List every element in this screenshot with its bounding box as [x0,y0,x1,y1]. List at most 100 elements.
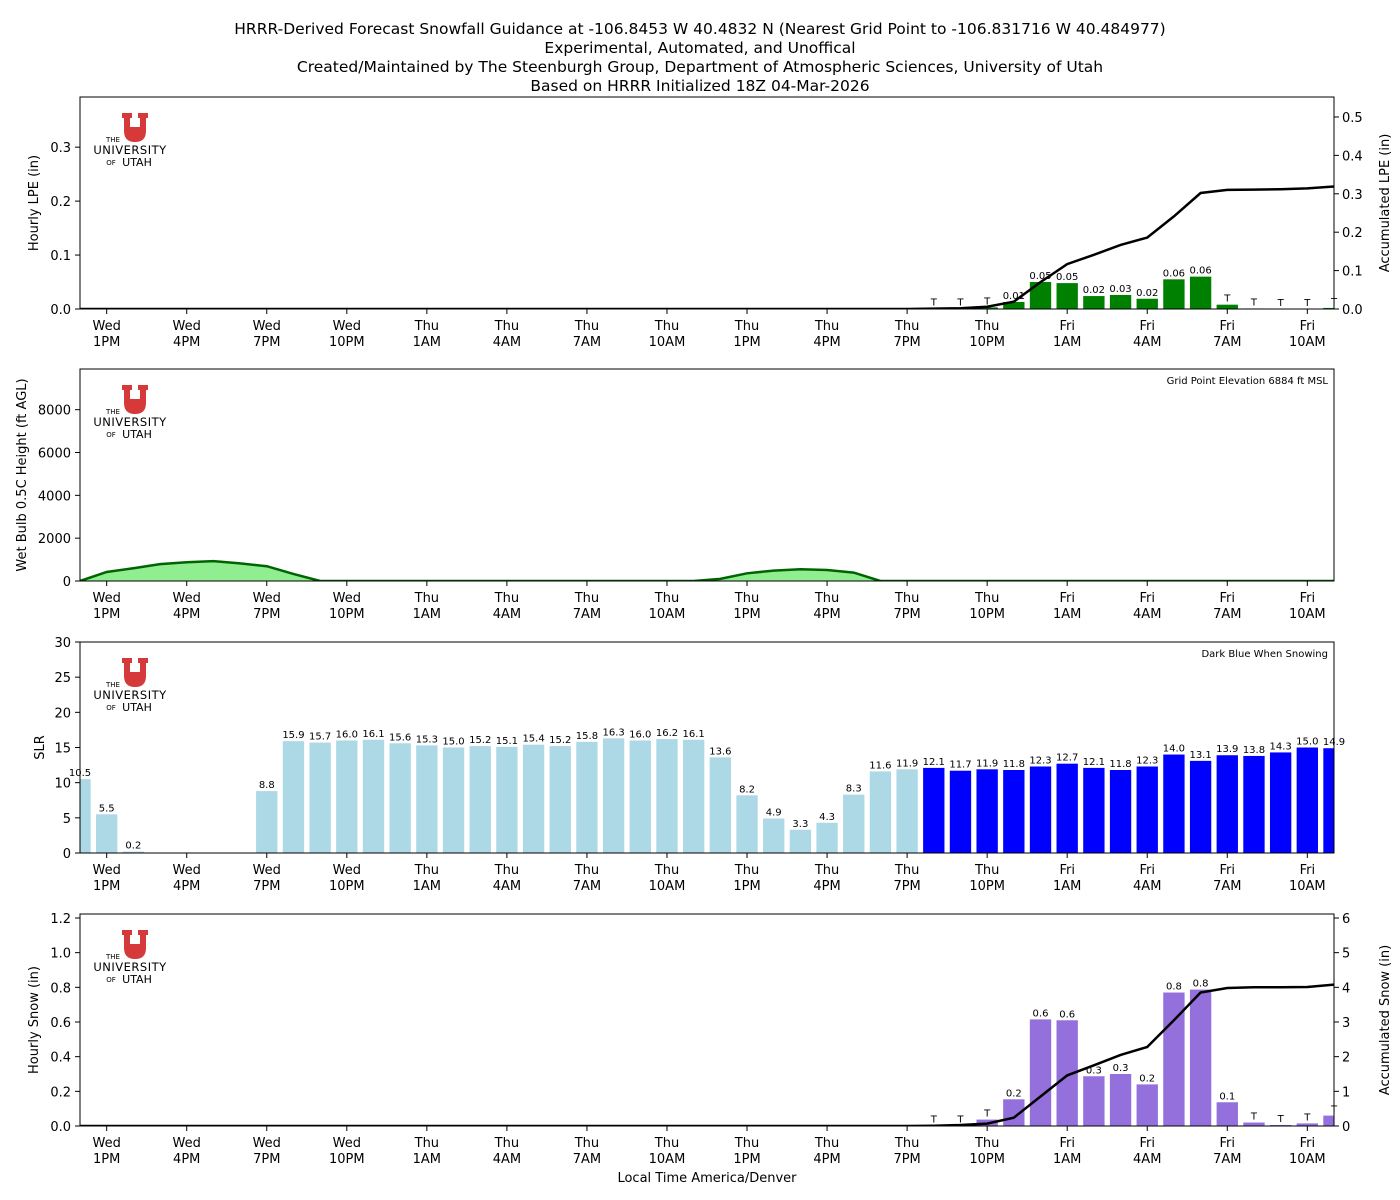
bar-label: 0.2 [1006,1088,1022,1099]
x-tick-label-time: 10PM [329,1152,365,1167]
bar-label: T [1250,1112,1258,1123]
title-line: Based on HRRR Initialized 18Z 04-Mar-202… [530,77,870,95]
x-tick-label-day: Fri [1220,591,1236,606]
bar-label: 0.05 [1029,271,1051,282]
x-tick-label-time: 4PM [173,335,200,350]
x-tick-label-day: Wed [333,319,361,334]
x-tick-label-day: Thu [974,1136,999,1151]
bar [976,307,998,309]
y-tick-label: 0.8 [50,981,71,996]
bar [1109,770,1132,853]
bar-label: T [956,297,964,308]
logo-u-mark [122,930,148,959]
bar [1029,282,1052,309]
x-tick-label-day: Thu [574,319,599,334]
x-tick-label-time: 10AM [649,335,686,350]
bar [1243,1122,1265,1126]
logo-text-university: UNIVERSITY [93,688,167,702]
bar-label: 0.06 [1189,266,1211,277]
bar-label: T [983,296,991,307]
logo-text-the: THE [105,408,120,416]
x-tick-label-time: 4AM [493,607,521,622]
x-tick-label-time: 4PM [813,607,840,622]
bar [789,829,812,853]
bar-label: 15.3 [416,734,438,745]
x-tick-label-time: 10PM [969,1152,1005,1167]
logo-text-utah: UTAH [122,701,152,714]
bar [1243,755,1265,853]
bar [923,767,945,853]
x-tick-label-time: 1AM [1053,1152,1081,1167]
x-tick-label-time: 7AM [573,335,601,350]
logo-text-the: THE [105,953,120,961]
bar [1003,301,1025,309]
x-tick-label-time: 1PM [93,879,120,894]
x-tick-label-time: 10AM [649,879,686,894]
x-tick-label-day: Fri [1139,863,1155,878]
x-tick-label-time: 1AM [1053,879,1081,894]
y-tick-label: 0 [63,847,71,862]
x-tick-label-day: Thu [894,319,919,334]
x-tick-label-time: 7AM [1213,335,1241,350]
bar-label: 15.7 [309,732,331,743]
bar-label: 13.8 [1243,745,1265,756]
x-tick-label-time: 1AM [413,1152,441,1167]
x-tick-label-time: 4PM [173,879,200,894]
plot-area [80,983,1334,1126]
bar [1323,748,1334,853]
bar [416,745,438,853]
bar [80,779,91,853]
right-y-tick-label: 0.4 [1342,149,1363,164]
x-tick-label-day: Fri [1220,1136,1236,1151]
bar-label: 15.6 [389,732,411,743]
bar [1109,1073,1132,1126]
x-tick-label-day: Thu [734,591,759,606]
bar [656,739,678,853]
bar [496,746,518,853]
x-tick-label-day: Fri [1059,319,1075,334]
bar-label: 0.3 [1113,1063,1129,1074]
right-y-tick-label: 0.1 [1342,265,1363,280]
bar-label: T [1277,298,1285,309]
x-tick-label-day: Thu [814,863,839,878]
x-tick-label-day: Wed [93,1136,121,1151]
bar-label: 0.6 [1033,1008,1049,1019]
x-tick-label-time: 4AM [493,335,521,350]
right-y-tick-label: 0 [1342,1120,1350,1135]
bar-label: T [956,1114,964,1125]
wetbulb-area [80,561,1334,581]
x-tick-label-day: Fri [1300,863,1316,878]
x-tick-label-day: Fri [1300,319,1316,334]
y-tick-label: 5 [63,812,71,827]
logo-text-utah: UTAH [122,973,152,986]
bar [763,818,785,853]
plot-area [80,559,1334,581]
bar-label: 12.1 [1083,757,1105,768]
bar-label: T [930,297,938,308]
bar-label: 11.8 [1109,759,1131,770]
x-tick-label-day: Fri [1139,1136,1155,1151]
x-tick-label-day: Thu [414,319,439,334]
bar [709,757,732,853]
bar [602,738,625,853]
bar-label: 15.2 [549,735,571,746]
x-tick-label-time: 4AM [1133,607,1161,622]
bar [1136,1084,1158,1126]
right-y-tick-label: 0.2 [1342,226,1363,241]
x-tick-label-time: 10PM [329,879,365,894]
figure-title: HRRR-Derived Forecast Snowfall Guidance … [0,20,1400,96]
bar-label: T [1223,294,1231,305]
right-y-axis-label: Accumulated LPE (in) [1378,134,1393,273]
x-tick-label-time: 10AM [1289,607,1326,622]
bar-label: T [1303,1112,1311,1123]
bar-label: 15.0 [442,737,464,748]
bar [1056,283,1078,309]
bar-label: 8.2 [739,784,755,795]
y-axis-label: SLR [33,735,48,760]
bar-label: 11.8 [1003,759,1025,770]
x-tick-label-time: 4PM [813,1152,840,1167]
logo-text-university: UNIVERSITY [93,143,167,157]
x-tick-label-day: Thu [814,591,839,606]
bar-label: 4.3 [819,812,835,823]
bar [122,851,145,853]
